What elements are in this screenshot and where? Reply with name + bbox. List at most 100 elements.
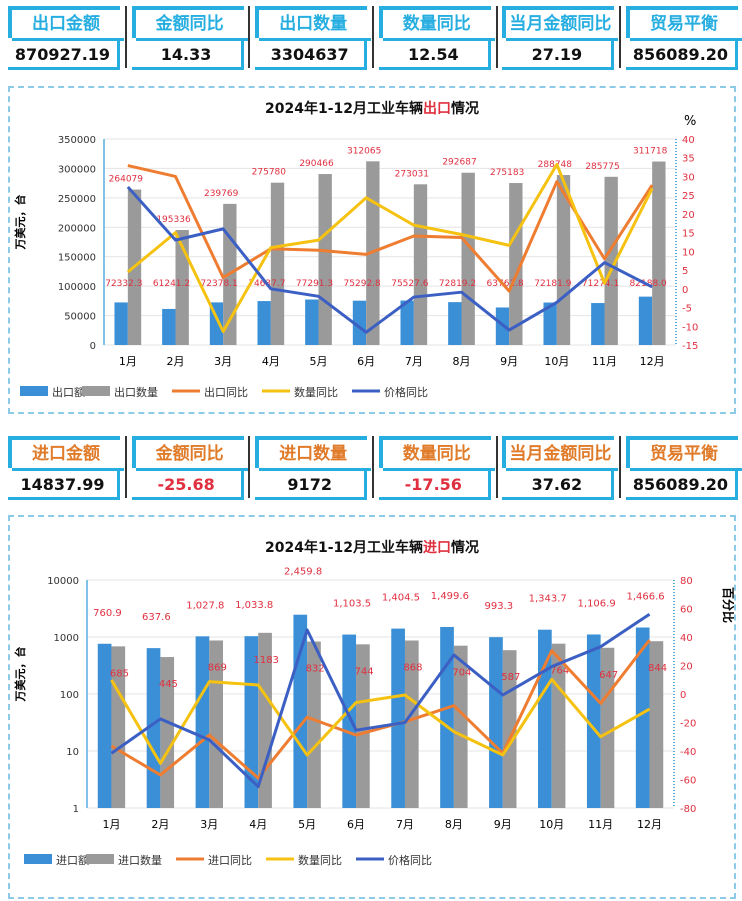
legend-label: 出口额 <box>52 385 85 399</box>
card-label: 贸易平衡 <box>625 6 742 41</box>
legend-label: 进口额 <box>56 854 89 867</box>
legend-label: 数量同比 <box>294 386 338 399</box>
bar-amount <box>448 302 462 345</box>
x-tick-label: 6月 <box>347 818 365 831</box>
data-label-quantity: 832 <box>306 664 325 675</box>
bar-quantity <box>175 230 189 345</box>
bar-quantity <box>270 182 285 345</box>
data-label-quantity: 445 <box>159 679 178 690</box>
chart-title-part: 出口 <box>423 100 451 117</box>
x-tick-label: 9月 <box>494 818 512 831</box>
bar-amount <box>305 299 319 345</box>
card-label: 出口数量 <box>255 6 372 41</box>
card-label: 金额同比 <box>131 436 248 471</box>
y2-tick-label: -5 <box>682 304 692 315</box>
card-value: 14837.99 <box>8 471 120 500</box>
data-label-amount: 993.3 <box>484 601 513 612</box>
bar-quantity <box>356 644 370 808</box>
bar-amount <box>162 308 176 345</box>
chart-title-part: 2024年1-12月工业车辆 <box>265 100 423 117</box>
y2-tick-label: 40 <box>682 135 695 146</box>
card-value: 14.33 <box>131 41 244 70</box>
data-label-amount: 1,103.5 <box>333 599 371 610</box>
card-value: 870927.19 <box>8 41 120 70</box>
summary-card: 出口金额 870927.19 <box>8 6 124 70</box>
legend-swatch <box>86 854 114 864</box>
data-label-quantity: 647 <box>599 670 618 681</box>
bar-amount <box>352 300 367 345</box>
legend-label: 进口数量 <box>118 854 162 867</box>
y2-tick-label: 5 <box>682 266 688 277</box>
y-tick-label: 1000 <box>54 633 79 644</box>
card-value: 37.62 <box>502 471 615 500</box>
summary-card: 当月金额同比 27.19 <box>502 6 619 70</box>
x-tick-label: 8月 <box>445 818 463 831</box>
bar-quantity <box>404 640 419 808</box>
data-label-amount: 637.6 <box>142 612 171 623</box>
y2-tick-label: -60 <box>680 776 696 787</box>
summary-card: 出口数量 3304637 <box>255 6 372 70</box>
data-label-amount: 72332.3 <box>105 279 142 289</box>
x-tick-label: 11月 <box>588 818 613 831</box>
y-tick-label: 250000 <box>58 194 96 205</box>
legend-label: 出口数量 <box>114 385 158 399</box>
bar-amount <box>391 628 405 808</box>
y2-tick-label: 10 <box>682 247 695 258</box>
x-tick-label: 7月 <box>405 355 423 368</box>
y2-tick-label: 20 <box>680 662 693 673</box>
data-label-quantity: 264079 <box>109 175 144 185</box>
card-separator <box>371 6 374 68</box>
card-value: 856089.20 <box>625 471 738 500</box>
card-value: -17.56 <box>378 471 491 500</box>
export-chart-panel: 2024年1-12月工业车辆出口情况 万美元，台% 0 50000 100000 1500… <box>8 86 736 414</box>
x-tick-label: 1月 <box>119 355 137 368</box>
data-label-amount: 1,343.7 <box>529 594 567 605</box>
y2-tick-label: 80 <box>680 576 693 587</box>
chart-title-part: 2024年1-12月工业车辆 <box>265 539 423 556</box>
data-label-quantity: 685 <box>110 668 129 679</box>
import-summary-cards: 进口金额 14837.99 金额同比 -25.68 进口数量 9172 数量同比 -17.56… <box>8 436 742 500</box>
bar-amount <box>586 634 601 808</box>
bar-amount <box>195 636 210 808</box>
bar-amount <box>635 627 650 808</box>
y2-tick-label: 0 <box>680 690 686 701</box>
card-value: -25.68 <box>131 471 244 500</box>
data-label-quantity: 275780 <box>252 168 287 178</box>
bar-amount <box>543 302 557 345</box>
data-label-amount: 72378.1 <box>201 279 238 289</box>
summary-card: 金额同比 14.33 <box>131 6 248 70</box>
card-value: 856089.20 <box>625 41 738 70</box>
bar-quantity <box>556 175 571 345</box>
data-label-amount: 1,033.8 <box>235 600 273 611</box>
card-label: 数量同比 <box>378 6 495 41</box>
summary-card: 金额同比 -25.68 <box>131 436 248 500</box>
summary-card: 数量同比 12.54 <box>378 6 495 70</box>
bar-quantity <box>509 183 523 345</box>
data-label-amount: 2,459.8 <box>284 567 322 578</box>
line-amount-yoy <box>127 164 654 293</box>
data-label-amount: 75292.8 <box>344 279 381 289</box>
chart-title-part: 情况 <box>451 100 479 117</box>
y-axis-label: 万美元，台 <box>13 195 27 251</box>
y-tick-label: 100000 <box>58 282 96 293</box>
card-value: 27.19 <box>502 41 615 70</box>
bar-amount <box>342 634 357 808</box>
y-tick-label: 100 <box>60 690 79 701</box>
summary-card: 数量同比 -17.56 <box>378 436 495 500</box>
y-tick-label: 350000 <box>58 135 96 146</box>
summary-card: 当月金额同比 37.62 <box>502 436 619 500</box>
x-tick-label: 3月 <box>214 355 232 368</box>
y2-tick-label: 30 <box>682 172 695 183</box>
bar-quantity <box>604 176 618 345</box>
x-tick-label: 4月 <box>249 818 267 831</box>
data-label-quantity: 292687 <box>442 158 476 168</box>
y2-tick-label: 60 <box>680 605 693 616</box>
data-label-amount: 1,106.9 <box>578 598 616 609</box>
chart-title: 2024年1-12月工业车辆出口情况 <box>265 100 479 117</box>
data-label-amount: 760.9 <box>93 608 122 619</box>
data-label-quantity: 1183 <box>253 655 278 666</box>
data-label-quantity: 273031 <box>395 169 429 179</box>
bar-quantity <box>652 161 666 345</box>
y-tick-label: 300000 <box>58 164 96 175</box>
